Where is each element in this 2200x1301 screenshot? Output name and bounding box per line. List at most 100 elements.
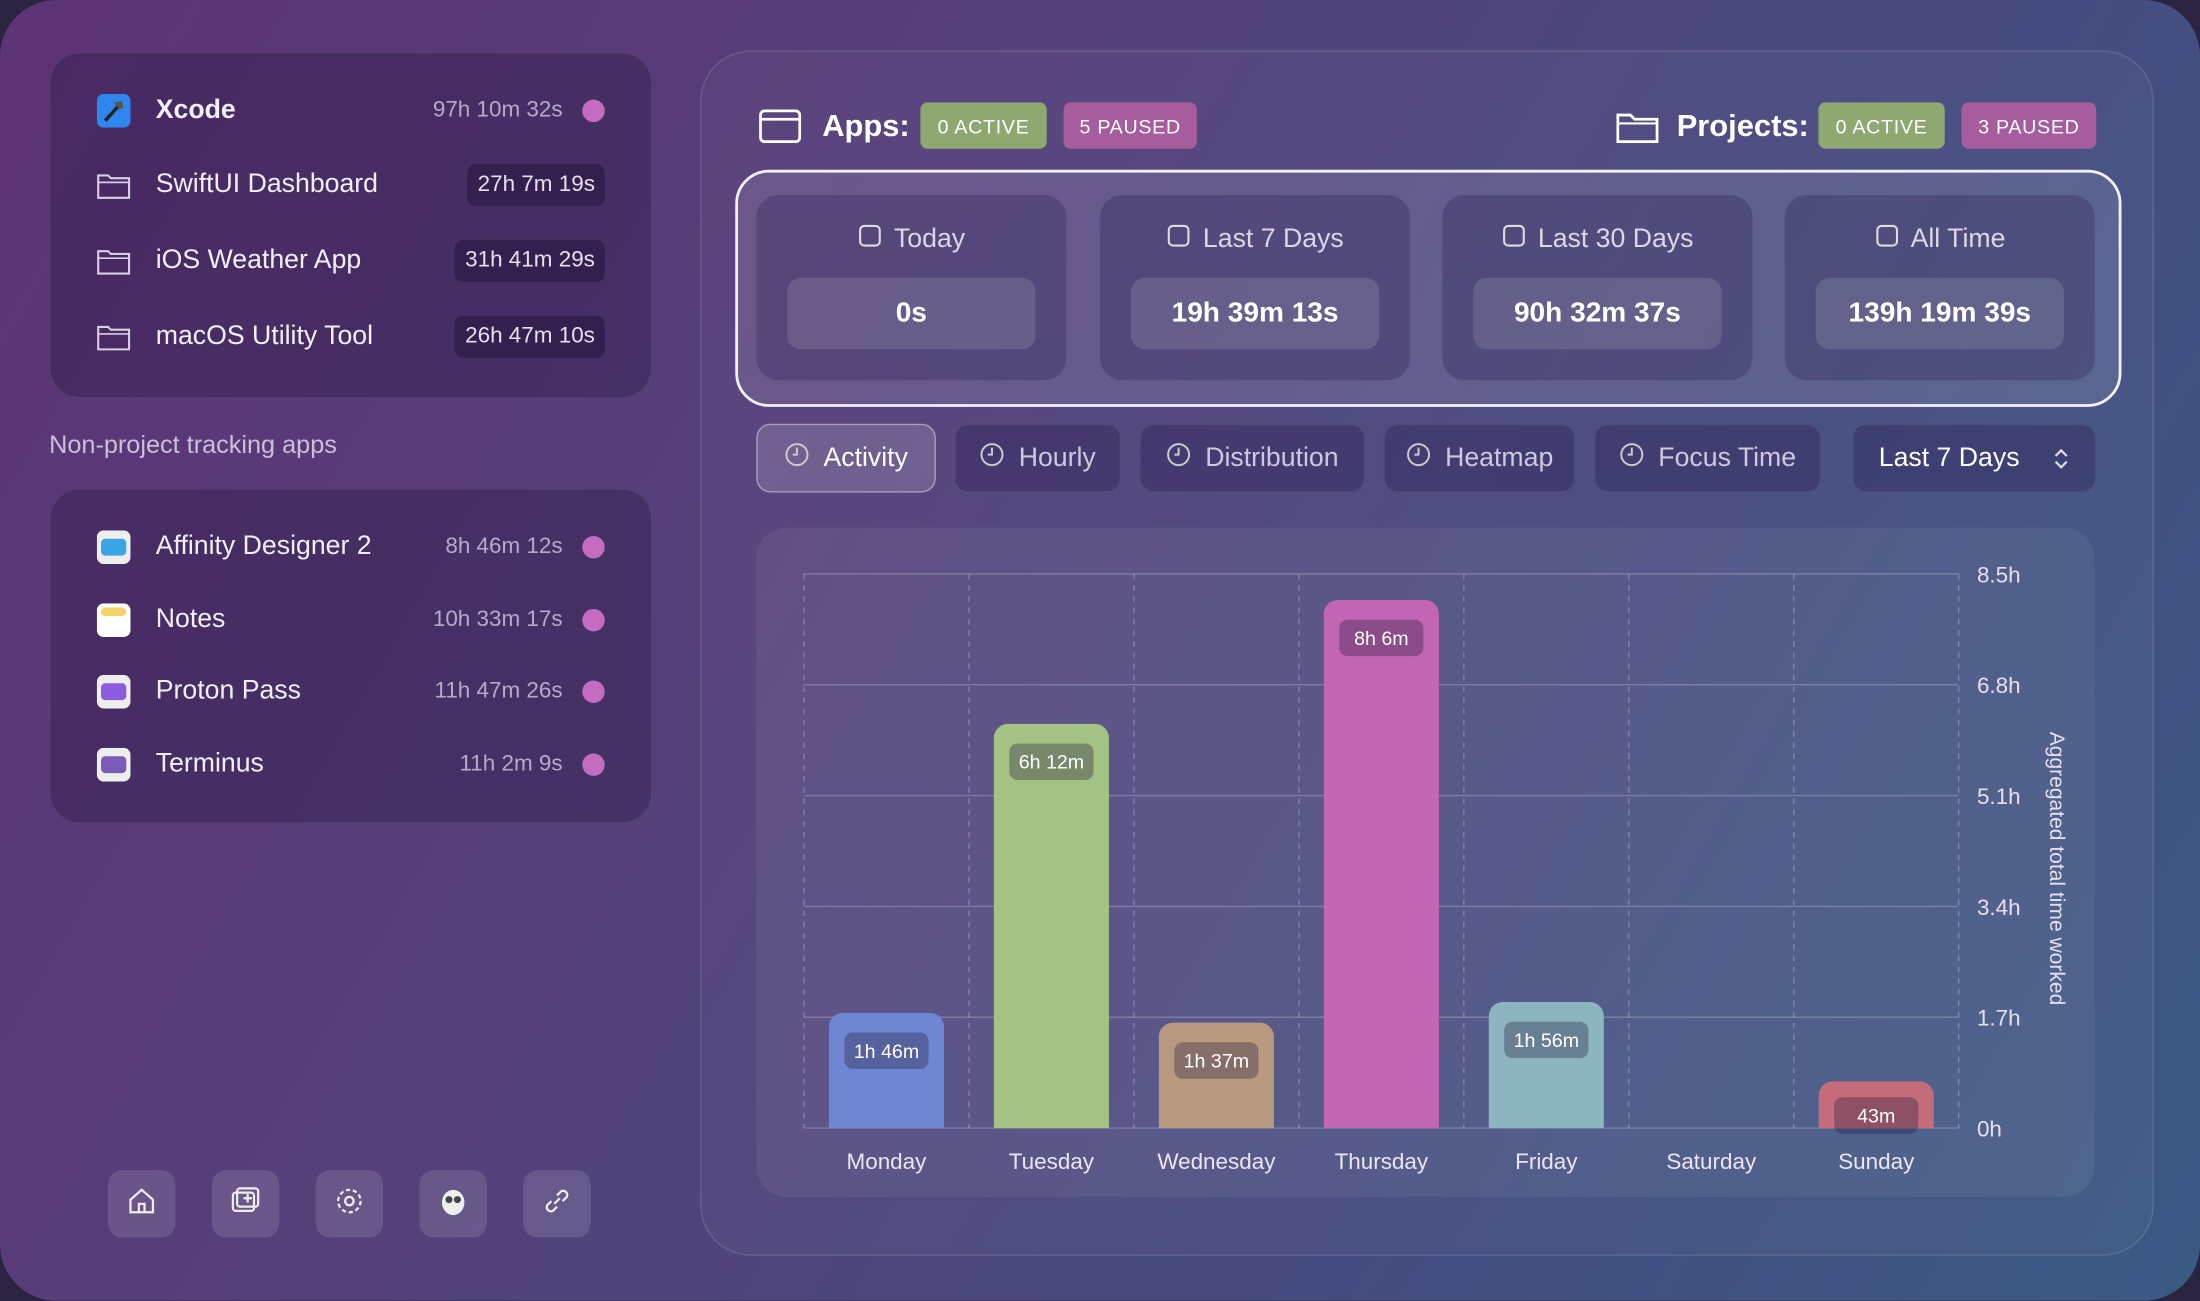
folder-icon [97,168,131,202]
bar-label-bg [1504,1021,1589,1059]
projects-paused-badge: 3 PAUSED [1961,102,2097,149]
bar-label-bg [1834,1097,1919,1134]
range-select-value: Last 7 Days [1878,442,2020,473]
bar-data-label: 1h 37m [1184,1051,1249,1073]
project-row[interactable]: SwiftUI Dashboard 27h 7m 19s [97,161,605,209]
projects-label: Projects: [1676,108,1809,144]
sparkle-loop-icon [1874,223,1899,257]
apps-active-badge: 0 ACTIVE [920,102,1047,149]
stat-card: Last 30 Days 90h 32m 37s [1442,195,1753,381]
app-name: Notes [155,604,226,634]
app-row[interactable]: Affinity Designer 2 8h 46m 12s [96,523,605,571]
y-tick-label: 0h [1977,1117,2002,1142]
y-tick-label: 8.5h [1977,562,2021,587]
project-time: 26h 47m 10s [455,315,605,358]
gear-icon [333,1184,367,1225]
stat-label: All Time [1785,223,2095,257]
bar[interactable] [828,1012,944,1129]
stat-label: Last 30 Days [1442,223,1752,257]
calendar-clock-icon [1501,223,1526,257]
bar-label-bg [1009,743,1094,780]
owl-button[interactable] [419,1170,487,1238]
app-name: Affinity Designer 2 [155,531,372,562]
tab-label: Focus Time [1658,442,1797,473]
pie-icon [1166,441,1191,475]
x-tick-label: Sunday [1838,1149,1915,1174]
app-time: 11h 2m 9s [459,751,563,776]
stat-card: All Time 139h 19m 39s [1784,195,2095,381]
app-row-xcode[interactable]: Xcode 97h 10m 32s [96,87,605,135]
y-tick-label: 3.4h [1977,895,2021,920]
tab-distribution[interactable]: Distribution [1139,423,1366,493]
stat-value: 139h 19m 39s [1815,277,2064,350]
calendar-icon [1166,223,1191,257]
stat-value: 19h 39m 13s [1130,277,1380,350]
link-button[interactable] [523,1170,591,1238]
non-project-title: Non-project tracking apps [49,430,337,459]
x-tick-label: Wednesday [1157,1149,1276,1174]
project-name: macOS Utility Tool [155,321,374,351]
add-window-icon [229,1184,263,1225]
bar-label-bg [1339,619,1424,657]
gear-button[interactable] [315,1170,384,1238]
xcode-hammer-icon [96,94,131,128]
tab-focus-time[interactable]: Focus Time [1593,423,1822,493]
project-name: iOS Weather App [155,245,362,276]
proton-pass-icon [96,674,131,709]
folder-icon [97,320,131,354]
app-time: 97h 10m 32s [432,98,563,123]
project-row[interactable]: iOS Weather App 31h 41m 29s [97,237,605,285]
home-button[interactable] [108,1170,176,1238]
bar-data-label: 43m [1857,1105,1895,1127]
flame-icon [1406,441,1431,475]
stats-summary [735,169,2122,407]
app-name: Terminus [155,748,264,779]
status-dot [582,752,605,776]
bar-data-label: 1h 46m [854,1041,919,1063]
app-time: 11h 47m 26s [434,679,563,703]
y-tick-label: 1.7h [1977,1006,2021,1031]
app-row[interactable]: Terminus 11h 2m 9s [96,740,605,788]
y-tick-label: 5.1h [1977,784,2021,809]
tab-label: Hourly [1018,442,1096,473]
app-row[interactable]: Notes 10h 33m 17s [96,596,605,644]
project-name: SwiftUI Dashboard [155,169,379,200]
projects-panel: Xcode 97h 10m 32s SwiftUI Dashboard 27h 7… [49,51,653,399]
y-axis-label: Aggregated total time worked [2045,732,2068,1006]
project-time: 27h 7m 19s [467,164,605,207]
tab-label: Activity [823,442,908,473]
project-row[interactable]: macOS Utility Tool 26h 47m 10s [97,313,605,361]
add-window-button[interactable] [211,1170,280,1238]
bar[interactable] [993,723,1109,1129]
stat-label: Last 7 Days [1100,223,1410,257]
x-tick-label: Monday [847,1149,928,1174]
bar[interactable] [1818,1081,1934,1129]
bar[interactable] [1158,1022,1274,1129]
bar[interactable] [1488,1002,1604,1129]
tab-hourly[interactable]: Hourly [954,423,1122,493]
x-tick-label: Saturday [1666,1149,1757,1174]
bar[interactable] [1323,599,1439,1129]
stat-card: Today 0s [756,195,1067,381]
range-select[interactable]: Last 7 Days [1852,423,2097,493]
status-dot [582,608,605,631]
y-tick-label: 6.8h [1977,673,2021,698]
x-tick-label: Thursday [1335,1149,1429,1174]
affinity-designer-icon [96,530,131,565]
x-tick-label: Friday [1515,1149,1578,1174]
folder-icon [97,244,131,278]
link-icon [540,1184,574,1225]
tab-heatmap[interactable]: Heatmap [1383,423,1576,493]
stat-value: 0s [787,277,1036,350]
owl-icon [436,1184,470,1225]
clock-icon [979,441,1004,475]
app-row[interactable]: Proton Pass 11h 47m 26s [96,668,605,716]
stat-label: Today [756,223,1066,257]
tab-label: Heatmap [1445,442,1554,473]
projects-active-badge: 0 ACTIVE [1818,102,1945,149]
status-dot [582,680,605,703]
app-time: 8h 46m 12s [445,534,563,559]
apps-label: Apps: [822,108,910,144]
tab-activity[interactable]: Activity [756,423,936,493]
